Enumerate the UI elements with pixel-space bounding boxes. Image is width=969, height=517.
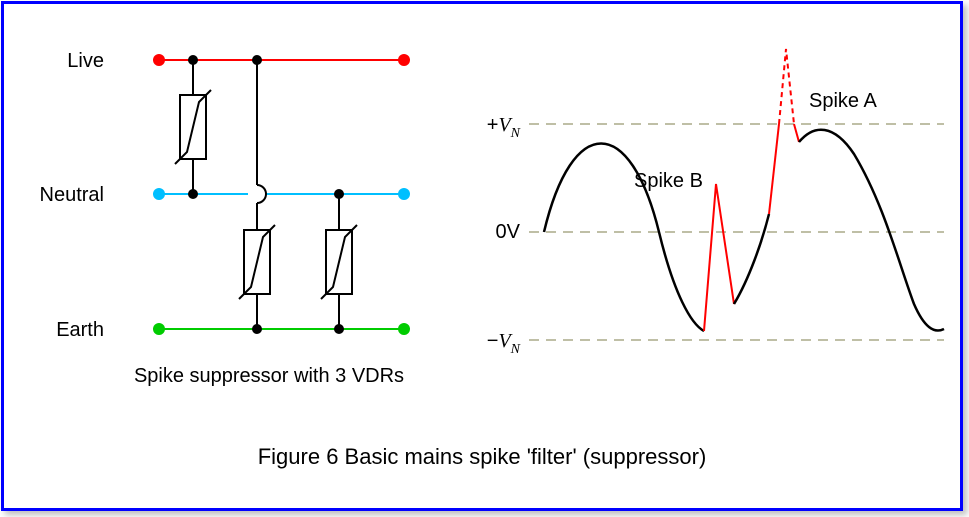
minus-vn-label: −VN — [487, 330, 521, 357]
vdr-1 — [175, 55, 211, 199]
label-live: Live — [67, 50, 104, 72]
spike-b-label: Spike B — [634, 170, 703, 192]
zero-label: 0V — [496, 221, 521, 243]
label-earth: Earth — [56, 319, 104, 341]
sine-segment-2 — [734, 214, 769, 304]
live-terminal-right — [398, 54, 410, 66]
earth-terminal-left — [153, 323, 165, 335]
spike-a-label: Spike A — [809, 90, 877, 112]
spike-a-solid-down — [794, 124, 799, 142]
vdr-3 — [321, 189, 357, 334]
plus-vn-label: +VN — [487, 114, 521, 141]
label-neutral: Neutral — [40, 184, 104, 206]
neutral-terminal-left — [153, 188, 165, 200]
spike-a-dashed — [779, 49, 794, 124]
figure-frame: Live Neutral Earth — [1, 1, 963, 511]
spike-a-solid-up — [769, 124, 779, 214]
circuit-subcaption: Spike suppressor with 3 VDRs — [134, 365, 404, 387]
figure-svg: Live Neutral Earth — [4, 4, 960, 508]
spike-b — [704, 184, 734, 331]
live-terminal-left — [153, 54, 165, 66]
sine-segment-3 — [799, 130, 944, 331]
neutral-terminal-right — [398, 188, 410, 200]
earth-terminal-right — [398, 323, 410, 335]
figure-caption: Figure 6 Basic mains spike 'filter' (sup… — [258, 444, 707, 469]
